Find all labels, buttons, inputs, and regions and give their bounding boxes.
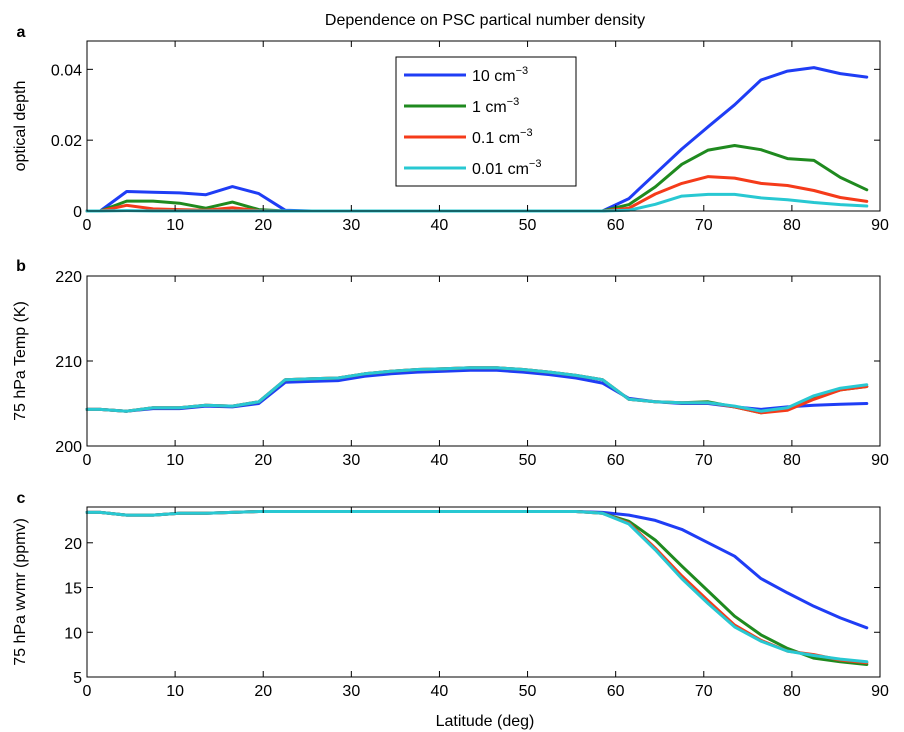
y-tick-label: 0 xyxy=(73,204,82,221)
y-axis-label: 75 hPa wvmr (ppmv) xyxy=(12,518,29,666)
x-tick-label: 10 xyxy=(166,217,184,234)
x-tick-label: 0 xyxy=(83,217,92,234)
x-tick-label: 90 xyxy=(871,217,889,234)
x-tick-label: 50 xyxy=(519,452,537,469)
x-tick-label: 30 xyxy=(342,217,360,234)
x-tick-label: 40 xyxy=(431,683,449,700)
series-line xyxy=(87,512,867,662)
y-axis-label: optical depth xyxy=(12,81,29,172)
y-tick-label: 220 xyxy=(55,269,82,286)
x-tick-label: 80 xyxy=(783,217,801,234)
x-tick-label: 20 xyxy=(254,452,272,469)
y-tick-label: 5 xyxy=(73,670,82,687)
x-tick-label: 80 xyxy=(783,683,801,700)
figure-title: Dependence on PSC partical number densit… xyxy=(325,12,645,29)
x-tick-label: 90 xyxy=(871,452,889,469)
legend: 10 cm−31 cm−30.1 cm−30.01 cm−3 xyxy=(396,57,576,186)
panel-c: 0 10 20 30 40 50 60 70 80 90 5 10 15 20 75 hPa wvmr (p… xyxy=(12,490,889,700)
y-tick-label: 15 xyxy=(64,581,82,598)
x-tick-label: 50 xyxy=(519,683,537,700)
x-tick-label: 10 xyxy=(166,452,184,469)
series-line xyxy=(87,512,867,665)
x-tick-label: 30 xyxy=(342,683,360,700)
x-tick-label: 60 xyxy=(607,217,625,234)
y-axis-label: 75 hPa Temp (K) xyxy=(12,301,29,421)
x-axis-label: Latitude (deg) xyxy=(436,713,535,730)
x-tick-label: 20 xyxy=(254,683,272,700)
x-tick-label: 40 xyxy=(431,452,449,469)
x-tick-label: 20 xyxy=(254,217,272,234)
x-tick-label: 90 xyxy=(871,683,889,700)
panel-b: 0 10 20 30 40 50 60 70 80 90 200 210 220 75 hPa Temp … xyxy=(12,258,889,469)
panel-label: c xyxy=(17,490,26,507)
x-tick-label: 0 xyxy=(83,683,92,700)
x-tick-label: 30 xyxy=(342,452,360,469)
series-line xyxy=(87,512,867,663)
x-tick-label: 70 xyxy=(695,452,713,469)
series-line xyxy=(87,512,867,628)
y-tick-label: 200 xyxy=(55,439,82,456)
x-tick-label: 40 xyxy=(431,217,449,234)
axes-box xyxy=(87,507,880,677)
x-tick-label: 50 xyxy=(519,217,537,234)
y-tick-label: 210 xyxy=(55,354,82,371)
x-tick-label: 70 xyxy=(695,217,713,234)
x-tick-label: 60 xyxy=(607,683,625,700)
panel-label: b xyxy=(16,258,26,275)
x-tick-label: 80 xyxy=(783,452,801,469)
y-tick-label: 20 xyxy=(64,536,82,553)
x-tick-label: 0 xyxy=(83,452,92,469)
x-tick-label: 70 xyxy=(695,683,713,700)
panel-label: a xyxy=(17,24,26,41)
y-tick-label: 0.02 xyxy=(51,133,82,150)
x-tick-label: 10 xyxy=(166,683,184,700)
axes-box xyxy=(87,276,880,446)
x-tick-label: 60 xyxy=(607,452,625,469)
y-tick-label: 10 xyxy=(64,625,82,642)
y-tick-label: 0.04 xyxy=(51,62,82,79)
series-line xyxy=(87,368,867,411)
